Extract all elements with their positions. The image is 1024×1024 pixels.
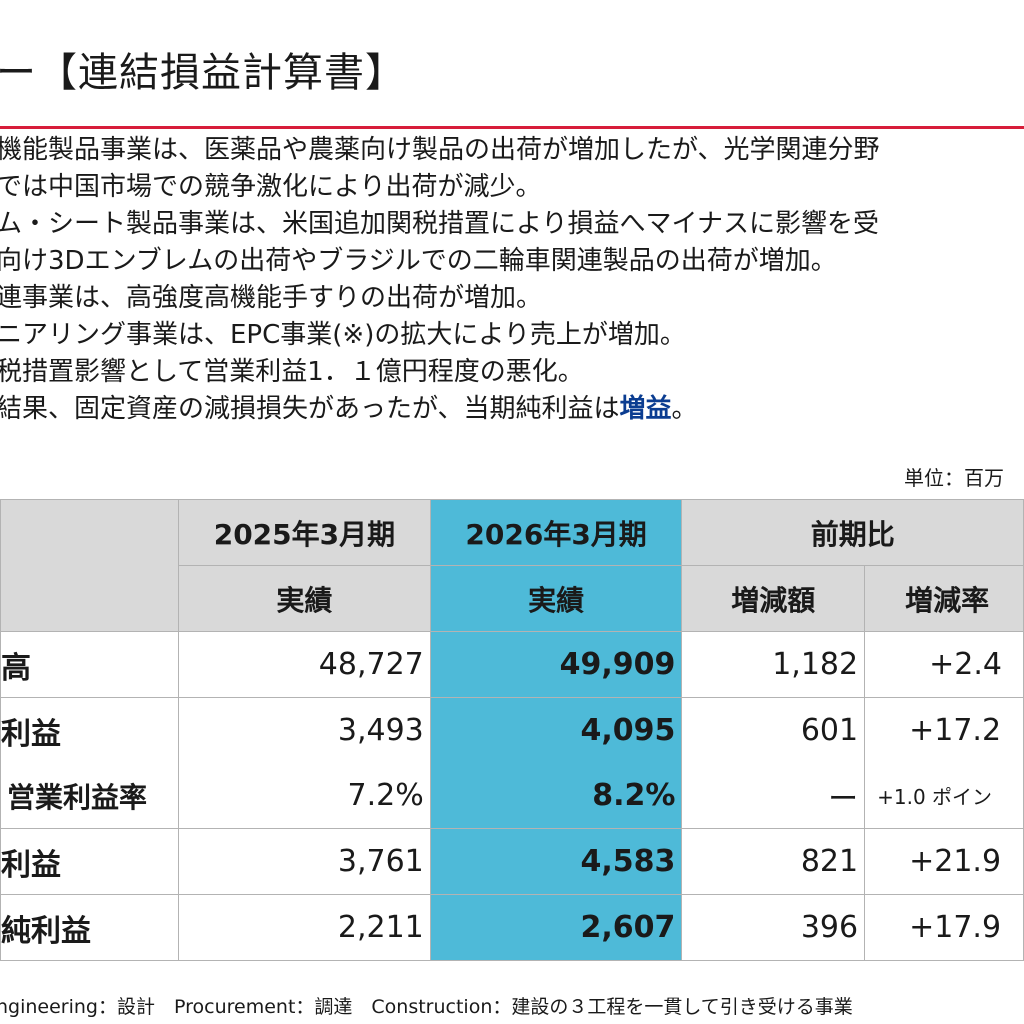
change-amount: 821 bbox=[681, 828, 866, 895]
current-value: 2,607 bbox=[429, 894, 683, 961]
change-rate: +2.4 bbox=[864, 631, 1024, 698]
prev-actual-header: 実績 bbox=[178, 565, 431, 632]
row-label: 営業利益率 bbox=[0, 763, 180, 829]
summary-line: ム・シート製品事業は、米国追加関税措置により損益へマイナスに影響を受 bbox=[0, 209, 879, 239]
summary-line: 税措置影響として営業利益1．１億円程度の悪化。 bbox=[0, 357, 584, 387]
current-value: 49,909 bbox=[429, 631, 683, 698]
table-row: 純利益 2,211 2,607 396 +17.9 bbox=[0, 894, 1024, 961]
page-title: ー【連結損益計算書】 bbox=[0, 50, 406, 96]
summary-line: 連事業は、高強度高機能手すりの出荷が増加。 bbox=[0, 283, 543, 313]
change-rate-header: 増減率 bbox=[864, 565, 1024, 632]
conclusion-period: 。 bbox=[671, 394, 698, 424]
table-row: 利益 3,493 4,095 601 +17.2 bbox=[0, 697, 1024, 763]
row-label-header bbox=[0, 499, 180, 632]
prev-value: 3,761 bbox=[178, 828, 431, 895]
summary-line: 機能製品事業は、医薬品や農薬向け製品の出荷が増加したが、光学関連分野 bbox=[0, 135, 880, 165]
row-label: 純利益 bbox=[0, 894, 180, 961]
table-row: 営業利益率 7.2% 8.2% ー +1.0 ポイン bbox=[0, 763, 1024, 829]
change-rate: +1.0 ポイン bbox=[864, 763, 1024, 829]
current-value: 4,583 bbox=[429, 828, 683, 895]
current-actual-header: 実績 bbox=[429, 565, 683, 632]
prev-value: 48,727 bbox=[178, 631, 431, 698]
prev-period-header: 2025年3月期 bbox=[178, 499, 431, 566]
change-amount: 601 bbox=[681, 697, 866, 763]
prev-value: 2,211 bbox=[178, 894, 431, 961]
change-amount-header: 増減額 bbox=[681, 565, 866, 632]
current-value: 4,095 bbox=[429, 697, 683, 763]
prev-value: 7.2% bbox=[178, 763, 431, 829]
change-amount: 1,182 bbox=[681, 631, 866, 698]
row-label: 高 bbox=[0, 631, 180, 698]
prev-value: 3,493 bbox=[178, 697, 431, 763]
current-value: 8.2% bbox=[429, 763, 683, 829]
current-period-header: 2026年3月期 bbox=[429, 499, 683, 566]
table-row: 高 48,727 49,909 1,182 +2.4 bbox=[0, 631, 1024, 698]
summary-line: 向け3Dエンブレムの出荷やブラジルでの二輪車関連製品の出荷が増加。 bbox=[0, 246, 837, 276]
profit-increase-highlight: 増益 bbox=[619, 394, 672, 424]
change-amount: 396 bbox=[681, 894, 866, 961]
title-divider bbox=[0, 126, 1024, 129]
change-rate: +17.9 bbox=[864, 894, 1024, 961]
change-amount: ー bbox=[681, 763, 866, 829]
summary-line: では中国市場での競争激化により出荷が減少。 bbox=[0, 172, 542, 202]
row-label: 利益 bbox=[0, 697, 180, 763]
comparison-header: 前期比 bbox=[681, 499, 1024, 566]
row-label: 利益 bbox=[0, 828, 180, 895]
footnote: ngineering：設計 Procurement：調達 Constructio… bbox=[0, 996, 853, 1018]
conclusion-text: 結果、固定資産の減損損失があったが、当期純利益は bbox=[0, 394, 620, 424]
summary-line-conclusion: 結果、固定資産の減損損失があったが、当期純利益は増益。 bbox=[0, 391, 879, 428]
summary-line: ニアリング事業は、EPC事業(※)の拡大により売上が増加。 bbox=[0, 320, 686, 350]
table-row: 利益 3,761 4,583 821 +21.9 bbox=[0, 828, 1024, 895]
change-rate: +17.2 bbox=[864, 697, 1024, 763]
change-rate: +21.9 bbox=[864, 828, 1024, 895]
income-statement-table: 2025年3月期 2026年3月期 前期比 実績 実績 増減額 増減率 高 48… bbox=[0, 499, 1024, 961]
unit-label: 単位：百万 bbox=[904, 466, 1004, 490]
summary-bullets: 機能製品事業は、医薬品や農薬向け製品の出荷が増加したが、光学関連分野 では中国市… bbox=[0, 132, 879, 428]
